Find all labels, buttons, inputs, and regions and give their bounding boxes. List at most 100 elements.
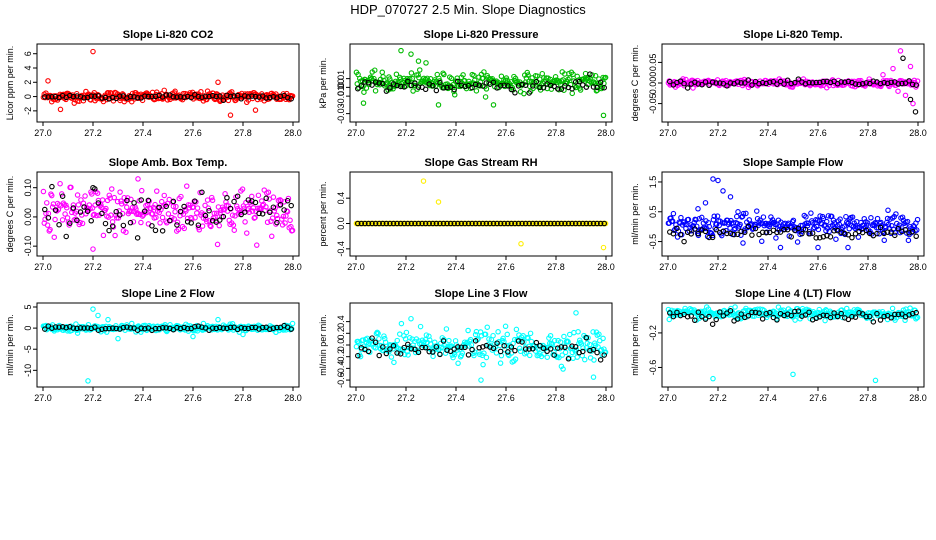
data-point bbox=[505, 220, 511, 227]
data-point bbox=[362, 79, 368, 85]
data-point bbox=[369, 335, 375, 341]
outlier-point bbox=[590, 374, 597, 380]
data-point bbox=[159, 325, 166, 331]
data-point bbox=[451, 351, 458, 358]
data-point bbox=[476, 220, 482, 227]
data-point bbox=[749, 232, 755, 238]
data-point bbox=[451, 86, 457, 93]
data-point bbox=[245, 325, 252, 332]
data-point bbox=[99, 95, 105, 101]
data-point bbox=[455, 78, 461, 85]
data-point bbox=[565, 220, 572, 227]
data-point bbox=[282, 220, 288, 226]
data-point bbox=[188, 220, 194, 226]
x-tick-label: 27.0 bbox=[347, 128, 365, 138]
data-point bbox=[387, 220, 393, 227]
outlier-point bbox=[740, 240, 746, 246]
data-point bbox=[724, 83, 730, 89]
data-point bbox=[519, 81, 525, 88]
data-point bbox=[153, 214, 159, 221]
outlier-point bbox=[478, 377, 484, 383]
data-point bbox=[906, 78, 912, 84]
data-point bbox=[139, 187, 145, 194]
data-point bbox=[115, 215, 122, 221]
data-point bbox=[738, 228, 744, 235]
x-tick-label: 27.4 bbox=[759, 262, 777, 272]
data-point bbox=[562, 220, 568, 227]
data-point bbox=[849, 214, 856, 220]
data-point bbox=[859, 81, 866, 87]
data-point bbox=[239, 186, 246, 192]
data-point bbox=[667, 78, 673, 85]
x-tick-label: 27.0 bbox=[34, 393, 52, 403]
x-tick-label: 28.0 bbox=[284, 262, 302, 272]
data-point bbox=[124, 204, 130, 211]
data-point bbox=[110, 224, 117, 230]
data-point bbox=[59, 193, 66, 199]
data-point bbox=[877, 317, 884, 323]
data-point bbox=[380, 344, 386, 350]
data-point bbox=[451, 92, 458, 98]
data-point bbox=[227, 324, 234, 331]
data-point bbox=[202, 202, 208, 209]
data-point bbox=[674, 309, 680, 316]
data-point bbox=[220, 325, 227, 331]
data-point bbox=[684, 85, 691, 91]
panel-title: Slope Gas Stream RH bbox=[424, 157, 537, 169]
data-point bbox=[388, 354, 395, 360]
data-point bbox=[795, 308, 802, 314]
data-point bbox=[123, 229, 129, 235]
data-point bbox=[49, 183, 55, 190]
data-point bbox=[447, 220, 454, 227]
x-tick-label: 27.0 bbox=[34, 128, 52, 138]
data-point bbox=[480, 83, 486, 89]
data-point bbox=[175, 226, 182, 233]
data-point bbox=[365, 220, 372, 227]
data-point bbox=[430, 220, 436, 227]
y-tick-label: 6 bbox=[23, 51, 33, 56]
data-point bbox=[472, 338, 479, 344]
data-point bbox=[138, 219, 144, 226]
outlier-point bbox=[240, 331, 246, 338]
outlier-point bbox=[90, 306, 96, 312]
y-tick-label: 0.0 bbox=[336, 339, 346, 352]
data-point bbox=[852, 81, 859, 87]
data-point bbox=[188, 94, 194, 101]
data-point bbox=[831, 310, 837, 316]
data-point bbox=[508, 344, 515, 350]
y-tick-label: 0.0 bbox=[336, 217, 346, 230]
data-point bbox=[142, 93, 148, 99]
data-point bbox=[738, 232, 744, 238]
data-point bbox=[601, 220, 607, 227]
data-point bbox=[763, 310, 769, 317]
data-point bbox=[561, 333, 567, 340]
y-tick-label: -0.05 bbox=[648, 93, 658, 114]
data-point bbox=[580, 220, 586, 227]
data-point bbox=[117, 212, 123, 218]
data-point bbox=[845, 232, 852, 238]
data-point bbox=[204, 197, 211, 203]
data-point bbox=[157, 220, 163, 226]
data-point bbox=[856, 81, 862, 88]
data-point bbox=[706, 82, 712, 89]
data-point bbox=[490, 79, 497, 86]
data-point bbox=[519, 220, 525, 227]
data-point bbox=[913, 82, 919, 88]
data-point bbox=[412, 80, 418, 86]
data-point bbox=[888, 79, 894, 85]
data-point bbox=[881, 237, 887, 244]
data-point bbox=[512, 356, 519, 362]
data-point bbox=[855, 234, 862, 240]
data-point bbox=[905, 237, 912, 244]
data-point bbox=[455, 344, 461, 350]
data-point bbox=[533, 78, 540, 85]
y-tick-label: 0.01 bbox=[336, 70, 346, 88]
data-point bbox=[408, 220, 415, 227]
x-tick-label: 27.8 bbox=[234, 128, 252, 138]
outlier-point bbox=[85, 378, 91, 384]
data-point bbox=[109, 186, 115, 192]
panel-3: Slope Li-820 Temp. 27.0 27.2 27.4 27.6 27.8 28… bbox=[630, 29, 927, 138]
y-tick-label: -5 bbox=[23, 345, 33, 353]
data-point bbox=[289, 227, 296, 234]
data-point bbox=[577, 87, 584, 93]
